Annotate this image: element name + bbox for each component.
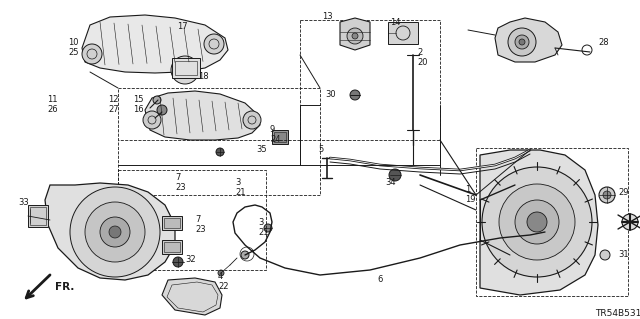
- Circle shape: [82, 44, 102, 64]
- Text: TR54B5310: TR54B5310: [595, 309, 640, 318]
- Text: 30: 30: [325, 90, 335, 99]
- Circle shape: [182, 67, 188, 73]
- Text: 21: 21: [258, 228, 269, 237]
- Circle shape: [171, 56, 199, 84]
- Bar: [164, 218, 180, 228]
- Polygon shape: [45, 183, 175, 280]
- Bar: [388, 22, 418, 44]
- Text: 7: 7: [195, 215, 200, 224]
- Circle shape: [109, 226, 121, 238]
- Circle shape: [603, 191, 611, 199]
- Text: 3: 3: [258, 218, 264, 227]
- Bar: [476, 148, 628, 296]
- Bar: [28, 205, 48, 227]
- Circle shape: [599, 187, 615, 203]
- Text: 14: 14: [390, 18, 401, 27]
- Text: 32: 32: [185, 255, 196, 264]
- Circle shape: [243, 111, 261, 129]
- Circle shape: [352, 33, 358, 39]
- Text: 12: 12: [108, 95, 118, 104]
- Text: 20: 20: [417, 58, 428, 67]
- Polygon shape: [82, 15, 228, 73]
- Polygon shape: [145, 91, 260, 140]
- Text: 5: 5: [318, 145, 323, 154]
- Text: 22: 22: [218, 282, 228, 291]
- Circle shape: [241, 251, 249, 259]
- Circle shape: [515, 200, 559, 244]
- Bar: [272, 130, 288, 144]
- Text: 35: 35: [257, 145, 268, 154]
- Text: 21: 21: [235, 188, 246, 197]
- Circle shape: [508, 28, 536, 56]
- Text: 16: 16: [133, 105, 143, 114]
- Text: 10: 10: [68, 38, 79, 47]
- Circle shape: [70, 187, 160, 277]
- Circle shape: [519, 39, 525, 45]
- Bar: [274, 132, 286, 142]
- Circle shape: [389, 169, 401, 181]
- Text: 29: 29: [618, 188, 628, 197]
- Text: 33: 33: [18, 198, 29, 207]
- Text: 13: 13: [322, 12, 332, 21]
- Circle shape: [85, 202, 145, 262]
- Text: 25: 25: [68, 48, 79, 57]
- Bar: [172, 58, 200, 78]
- Bar: [162, 216, 182, 230]
- Circle shape: [153, 96, 161, 104]
- Circle shape: [173, 257, 183, 267]
- Polygon shape: [480, 150, 598, 295]
- Text: 1: 1: [465, 185, 470, 194]
- Circle shape: [216, 148, 224, 156]
- Text: 28: 28: [598, 38, 609, 47]
- Text: 2: 2: [417, 48, 422, 57]
- Circle shape: [157, 105, 167, 115]
- Circle shape: [218, 270, 224, 276]
- Circle shape: [264, 224, 272, 232]
- Text: 34: 34: [385, 178, 396, 187]
- Text: 17: 17: [177, 22, 188, 31]
- Bar: [162, 240, 182, 254]
- Circle shape: [600, 250, 610, 260]
- Text: 26: 26: [47, 105, 58, 114]
- Polygon shape: [340, 18, 370, 50]
- Text: 7: 7: [175, 173, 180, 182]
- Text: 15: 15: [133, 95, 143, 104]
- Circle shape: [499, 184, 575, 260]
- Bar: [164, 242, 180, 252]
- Text: 3: 3: [235, 178, 241, 187]
- Circle shape: [515, 35, 529, 49]
- Circle shape: [143, 111, 161, 129]
- Text: 23: 23: [195, 225, 205, 234]
- Bar: [118, 88, 320, 195]
- Text: 6: 6: [378, 275, 383, 284]
- Text: 18: 18: [198, 72, 209, 81]
- Polygon shape: [162, 278, 222, 315]
- Circle shape: [100, 217, 130, 247]
- Text: 19: 19: [465, 195, 476, 204]
- Text: 11: 11: [47, 95, 58, 104]
- Bar: [175, 61, 197, 75]
- Bar: [30, 207, 46, 225]
- Bar: [118, 170, 266, 270]
- Text: 24: 24: [270, 135, 280, 144]
- Circle shape: [347, 28, 363, 44]
- Bar: [300, 20, 440, 140]
- Circle shape: [204, 34, 224, 54]
- Text: 23: 23: [175, 183, 186, 192]
- Circle shape: [527, 212, 547, 232]
- Text: 9: 9: [270, 125, 275, 134]
- Polygon shape: [495, 18, 562, 62]
- Circle shape: [541, 228, 549, 236]
- Circle shape: [482, 167, 592, 277]
- Circle shape: [622, 214, 638, 230]
- Text: 4: 4: [218, 272, 223, 281]
- Text: FR.: FR.: [55, 282, 74, 292]
- Text: 31: 31: [618, 250, 628, 259]
- Text: 27: 27: [108, 105, 118, 114]
- Circle shape: [350, 90, 360, 100]
